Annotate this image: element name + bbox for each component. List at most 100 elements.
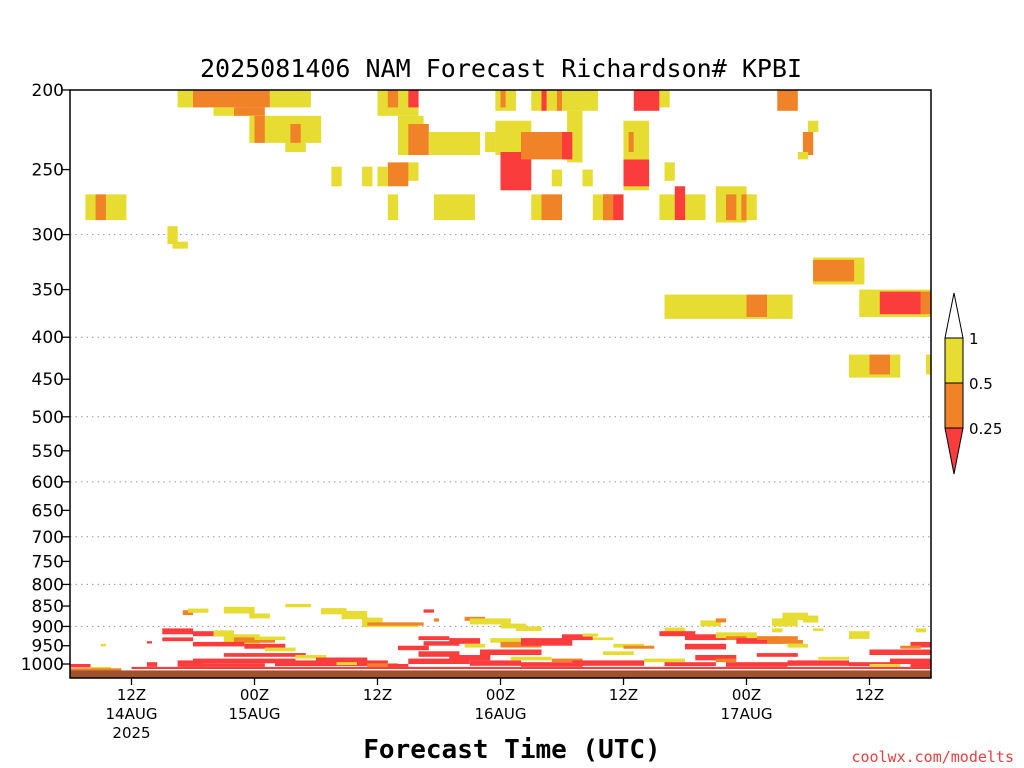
ri-cell-yellow (787, 643, 808, 648)
ri-cell-yellow (510, 656, 552, 661)
y-tick-label: 650 (32, 501, 64, 521)
ri-cell-orange (813, 259, 855, 282)
ri-cell-red (572, 660, 645, 666)
ri-cell-yellow (249, 613, 270, 619)
ri-cell-orange (500, 90, 506, 108)
y-tick-label: 950 (32, 637, 64, 657)
y-tick-label: 400 (32, 328, 64, 348)
ri-cell-orange (802, 132, 814, 155)
ri-cell-red (193, 658, 296, 664)
ri-cell-red (244, 643, 286, 649)
x-tick-label: 2025 (112, 724, 150, 742)
ri-cell-orange (408, 124, 429, 155)
ri-cell-red (664, 662, 716, 667)
ri-cell-orange (234, 107, 265, 116)
ri-cell-yellow (715, 632, 757, 639)
ri-cell-orange (920, 291, 932, 315)
ri-cell-yellow (515, 626, 542, 632)
ri-cell-red (659, 631, 696, 637)
ri-cell-red (756, 653, 798, 657)
ri-cell-yellow (582, 169, 593, 187)
ri-cell-yellow (802, 615, 819, 623)
ri-cell-red (449, 655, 491, 661)
ground-band (70, 670, 931, 678)
ri-cell-orange (367, 622, 424, 626)
ri-cell-orange (767, 640, 803, 644)
ri-cell-yellow (772, 628, 783, 633)
ri-cell-red (541, 90, 547, 111)
ri-cell-yellow (264, 647, 296, 652)
ri-cell-yellow (213, 107, 250, 116)
y-tick-label: 250 (32, 161, 64, 181)
ri-cell-orange (756, 636, 798, 640)
ri-cell-yellow (700, 620, 721, 627)
ri-cell-yellow (90, 666, 111, 670)
ri-cell-red (387, 664, 409, 668)
ri-cell-yellow (341, 611, 368, 620)
y-tick-label: 550 (32, 442, 64, 462)
x-tick-label: 00Z (732, 686, 761, 704)
ri-cell-red (562, 132, 573, 160)
ri-cell-yellow (644, 658, 685, 663)
x-tick-label: 12Z (609, 686, 638, 704)
ri-cell-yellow (428, 132, 481, 155)
y-tick-label: 500 (32, 408, 64, 428)
ri-cell-red (726, 662, 788, 667)
ri-cell-yellow (813, 628, 824, 632)
ri-cell-red (674, 186, 686, 220)
ri-cell-yellow (613, 643, 645, 648)
ri-cell-yellow (582, 633, 598, 637)
ri-cell-yellow (500, 623, 527, 629)
ri-cell-yellow (223, 606, 255, 614)
ri-cell-orange (70, 668, 122, 672)
ri-cell-yellow (869, 664, 901, 667)
y-tick-label: 750 (32, 552, 64, 572)
y-tick-label: 900 (32, 617, 64, 637)
legend-label: 1 (969, 330, 979, 348)
ri-cell-yellow (177, 90, 199, 108)
ri-cell-yellow (664, 294, 793, 319)
ri-cell-yellow (531, 90, 578, 111)
ri-cell-yellow (572, 90, 598, 111)
ri-cell-orange (628, 132, 634, 152)
x-tick-label: 16AUG (475, 705, 527, 723)
ri-cell-yellow (603, 651, 634, 655)
ri-cell-orange (715, 618, 727, 623)
ri-cell-red (623, 159, 650, 187)
ri-cell-yellow (167, 226, 178, 244)
ri-cell-yellow (915, 628, 926, 633)
ri-cell-yellow (849, 631, 870, 639)
ri-cell-orange (254, 115, 265, 143)
x-tick-label: 12Z (363, 686, 392, 704)
y-axis-ticks: 200 250 300 350 400 450 500 550 600 650 700 750 8008… (21, 81, 70, 675)
ri-cell-orange (715, 658, 737, 663)
ri-cell-orange (869, 354, 890, 375)
ri-cell-orange (290, 124, 301, 143)
ri-cell-yellow (469, 618, 511, 625)
y-tick-label: 300 (32, 226, 64, 246)
ri-cell-yellow (100, 643, 106, 647)
ri-cell-yellow (254, 636, 286, 640)
ri-cell-yellow (331, 166, 342, 187)
ri-cell-yellow (172, 241, 188, 249)
ri-cell-yellow (495, 90, 516, 111)
ri-cell-red (423, 641, 460, 646)
ri-cell-orange (603, 194, 614, 221)
x-axis-title: Forecast Time (UTC) (363, 735, 660, 765)
ri-cell-red (408, 90, 419, 108)
chart-title: 2025081406 NAM Forecast Richardson# KPBI (200, 54, 802, 83)
colorbar-legend: 1 0.5 0.25 (944, 292, 1002, 475)
ri-cell-red (70, 664, 91, 668)
ri-cell-orange (556, 90, 562, 111)
y-tick-label: 800 (32, 575, 64, 595)
ri-cell-red (521, 662, 583, 667)
ri-cell-red (162, 628, 194, 635)
ri-cell-yellow (377, 166, 388, 187)
ri-cell-orange (387, 90, 399, 108)
ri-cell-red (146, 662, 158, 667)
ri-cell-yellow (746, 194, 757, 221)
ri-cell-yellow (187, 608, 209, 613)
ri-cell-red (418, 636, 450, 640)
y-tick-label: 350 (32, 281, 64, 301)
